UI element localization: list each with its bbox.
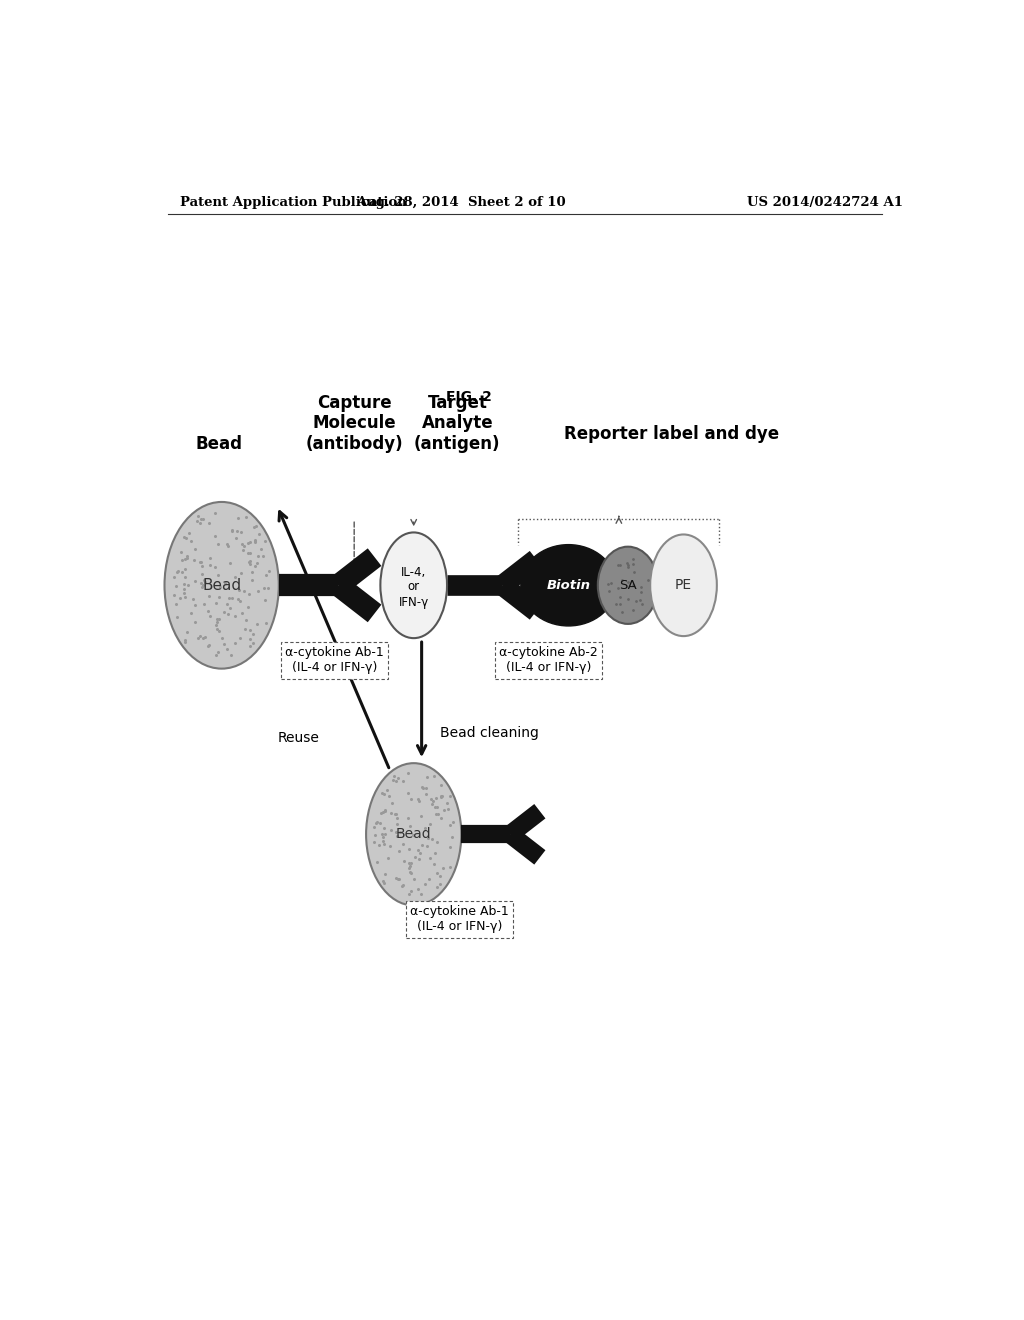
- Text: Aug. 28, 2014  Sheet 2 of 10: Aug. 28, 2014 Sheet 2 of 10: [356, 195, 566, 209]
- Text: SA: SA: [620, 578, 637, 591]
- Text: Bead: Bead: [202, 578, 242, 593]
- Text: Bead: Bead: [396, 828, 431, 841]
- Text: FIG. 2: FIG. 2: [446, 391, 493, 404]
- Text: PE: PE: [675, 578, 692, 593]
- Text: α-cytokine Ab-2
(IL-4 or IFN-γ): α-cytokine Ab-2 (IL-4 or IFN-γ): [500, 647, 598, 675]
- Text: Patent Application Publication: Patent Application Publication: [179, 195, 407, 209]
- Text: α-cytokine Ab-1
(IL-4 or IFN-γ): α-cytokine Ab-1 (IL-4 or IFN-γ): [411, 906, 509, 933]
- Ellipse shape: [165, 502, 279, 669]
- Text: α-cytokine Ab-1
(IL-4 or IFN-γ): α-cytokine Ab-1 (IL-4 or IFN-γ): [285, 647, 384, 675]
- Text: Reporter label and dye: Reporter label and dye: [564, 425, 779, 444]
- Text: Capture
Molecule
(antibody): Capture Molecule (antibody): [305, 393, 403, 453]
- Text: Bead cleaning: Bead cleaning: [439, 726, 539, 739]
- Text: IL-4,: IL-4,: [401, 565, 426, 578]
- Ellipse shape: [650, 535, 717, 636]
- Ellipse shape: [380, 532, 447, 638]
- Ellipse shape: [598, 546, 658, 624]
- Text: Biotin: Biotin: [547, 578, 591, 591]
- Text: Reuse: Reuse: [278, 731, 319, 744]
- Ellipse shape: [521, 545, 616, 626]
- Text: IFN-γ: IFN-γ: [398, 597, 429, 609]
- Text: Bead: Bead: [196, 436, 243, 453]
- Text: or: or: [408, 579, 420, 593]
- Text: Target
Analyte
(antigen): Target Analyte (antigen): [414, 393, 501, 453]
- Text: US 2014/0242724 A1: US 2014/0242724 A1: [748, 195, 903, 209]
- Ellipse shape: [367, 763, 461, 906]
